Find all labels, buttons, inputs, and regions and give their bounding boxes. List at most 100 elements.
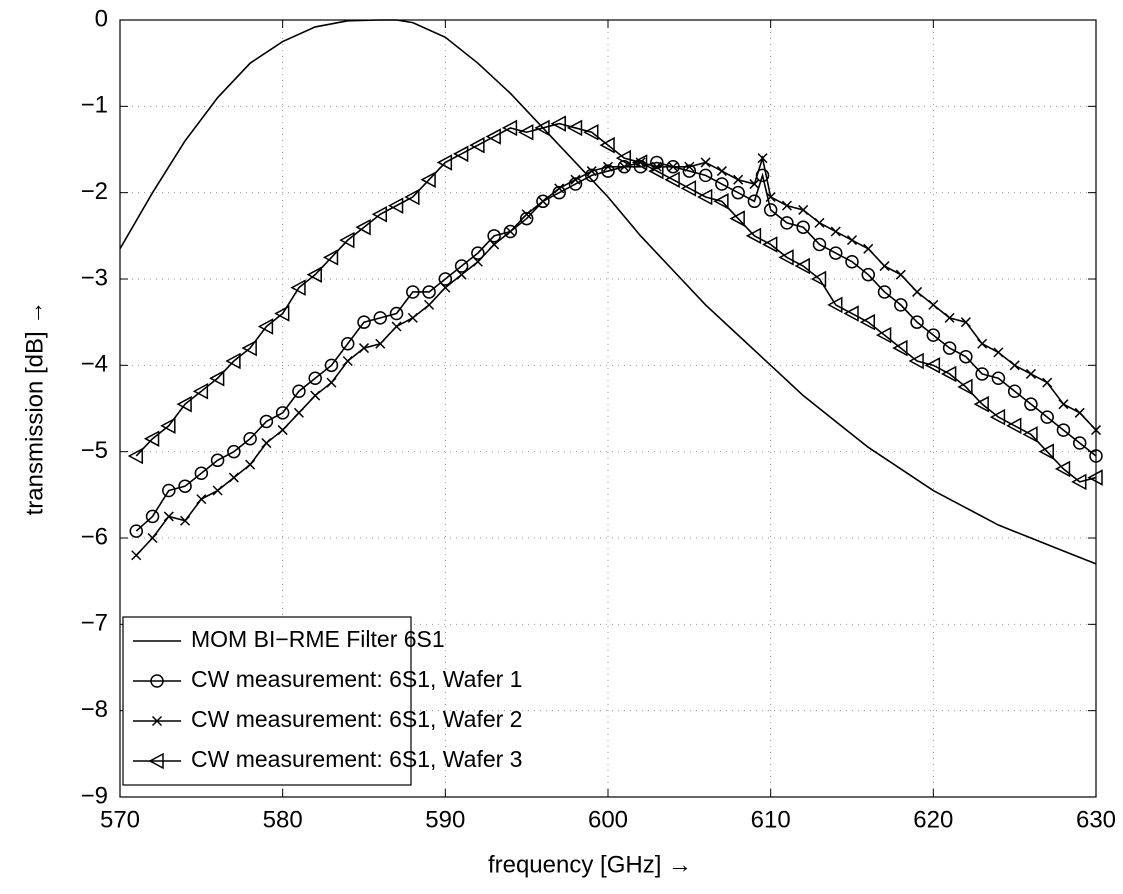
marker [274, 305, 290, 322]
marker [487, 229, 501, 243]
marker [471, 246, 485, 260]
marker [697, 188, 713, 206]
marker [601, 164, 615, 178]
y-tick-label: −6 [81, 523, 108, 550]
marker [684, 161, 695, 172]
marker [698, 168, 713, 183]
marker [162, 483, 176, 498]
marker [145, 509, 160, 524]
marker [1038, 443, 1054, 460]
marker [757, 153, 768, 164]
marker [127, 447, 144, 465]
marker [404, 188, 420, 206]
marker [879, 261, 890, 272]
marker [1074, 407, 1085, 418]
y-tick-label: −9 [81, 782, 108, 809]
marker [373, 311, 388, 325]
y-tick-label: −2 [81, 178, 108, 205]
marker [489, 239, 500, 250]
marker [668, 161, 679, 172]
marker [225, 352, 241, 370]
legend-box [122, 616, 412, 786]
marker [846, 235, 858, 246]
marker [602, 161, 614, 172]
marker [308, 371, 322, 386]
marker [845, 254, 859, 269]
marker [765, 191, 776, 203]
marker [812, 237, 827, 252]
marker [1024, 397, 1038, 411]
marker [908, 352, 924, 370]
marker [960, 317, 971, 328]
marker [875, 326, 892, 344]
marker [781, 200, 792, 211]
marker [148, 752, 164, 770]
marker [1006, 417, 1022, 435]
marker [534, 119, 550, 137]
marker [959, 349, 973, 364]
x-tick-label: 620 [913, 806, 953, 833]
marker [859, 313, 876, 331]
marker [729, 210, 745, 227]
marker [406, 285, 420, 299]
marker [407, 312, 418, 323]
y-tick-label: −5 [81, 437, 108, 464]
marker [129, 524, 144, 538]
marker [438, 272, 453, 286]
x-tick-label: 570 [100, 806, 140, 833]
marker [648, 162, 664, 180]
marker [521, 209, 532, 220]
marker [713, 193, 729, 210]
marker [566, 119, 583, 137]
marker [1040, 410, 1054, 424]
marker [261, 438, 272, 449]
marker [814, 217, 825, 228]
marker [212, 485, 223, 496]
marker [340, 337, 355, 351]
x-axis-label: frequency [GHz] → [488, 851, 692, 878]
marker [324, 358, 339, 373]
marker [422, 285, 436, 299]
marker [358, 343, 370, 354]
marker [501, 119, 518, 137]
x-tick-label: 590 [425, 806, 465, 833]
marker [928, 299, 939, 310]
marker [424, 299, 435, 310]
marker [584, 168, 599, 183]
marker [828, 246, 843, 260]
marker [469, 136, 485, 154]
marker [322, 249, 339, 266]
marker [650, 155, 664, 170]
marker [977, 338, 988, 349]
marker [375, 338, 386, 349]
marker [277, 425, 288, 436]
marker [631, 154, 648, 171]
y-tick-label: −8 [81, 696, 108, 723]
marker [342, 355, 353, 367]
marker [993, 347, 1004, 358]
marker [975, 367, 989, 381]
marker [1058, 399, 1069, 410]
marker [1072, 436, 1087, 450]
marker [178, 479, 192, 493]
marker [827, 296, 843, 314]
marker [210, 453, 225, 468]
marker [485, 128, 501, 145]
marker [355, 218, 371, 236]
marker [973, 395, 989, 413]
marker [1007, 384, 1022, 398]
marker [537, 196, 548, 207]
marker [536, 194, 550, 209]
y-tick-label: −1 [81, 92, 108, 119]
x-tick-label: 610 [751, 806, 791, 833]
marker [615, 149, 632, 167]
x-tick-label: 580 [263, 806, 303, 833]
marker [196, 494, 207, 505]
series-line [135, 122, 1097, 483]
marker [192, 382, 209, 400]
marker [131, 550, 142, 561]
marker [554, 183, 565, 194]
marker [518, 123, 534, 141]
marker [942, 341, 957, 355]
marker [599, 136, 615, 154]
